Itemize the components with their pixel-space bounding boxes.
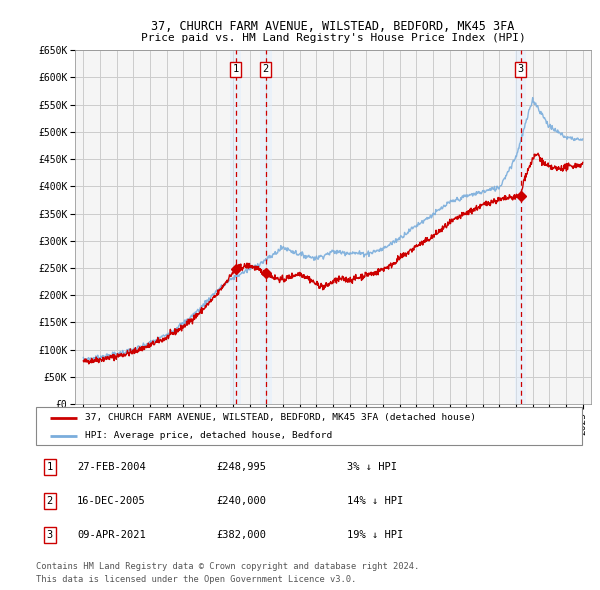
Text: 3: 3	[517, 64, 524, 74]
Text: 3% ↓ HPI: 3% ↓ HPI	[347, 462, 397, 472]
Bar	[515, 50, 526, 404]
Text: 19% ↓ HPI: 19% ↓ HPI	[347, 530, 403, 540]
Text: Contains HM Land Registry data © Crown copyright and database right 2024.: Contains HM Land Registry data © Crown c…	[36, 562, 419, 571]
Text: HPI: Average price, detached house, Bedford: HPI: Average price, detached house, Bedf…	[85, 431, 332, 440]
Text: 3: 3	[47, 530, 53, 540]
Text: Price paid vs. HM Land Registry's House Price Index (HPI): Price paid vs. HM Land Registry's House …	[140, 34, 526, 43]
Text: 1: 1	[47, 462, 53, 472]
Text: 16-DEC-2005: 16-DEC-2005	[77, 496, 146, 506]
Text: £240,000: £240,000	[216, 496, 266, 506]
Text: 37, CHURCH FARM AVENUE, WILSTEAD, BEDFORD, MK45 3FA: 37, CHURCH FARM AVENUE, WILSTEAD, BEDFOR…	[151, 20, 515, 33]
FancyBboxPatch shape	[36, 407, 582, 445]
Text: 14% ↓ HPI: 14% ↓ HPI	[347, 496, 403, 506]
Text: 2: 2	[263, 64, 269, 74]
Text: 1: 1	[233, 64, 239, 74]
Text: £382,000: £382,000	[216, 530, 266, 540]
Text: 09-APR-2021: 09-APR-2021	[77, 530, 146, 540]
Text: This data is licensed under the Open Government Licence v3.0.: This data is licensed under the Open Gov…	[36, 575, 356, 584]
Bar	[230, 50, 241, 404]
Text: £248,995: £248,995	[216, 462, 266, 472]
Text: 27-FEB-2004: 27-FEB-2004	[77, 462, 146, 472]
Text: 37, CHURCH FARM AVENUE, WILSTEAD, BEDFORD, MK45 3FA (detached house): 37, CHURCH FARM AVENUE, WILSTEAD, BEDFOR…	[85, 414, 476, 422]
Bar	[260, 50, 272, 404]
Text: 2: 2	[47, 496, 53, 506]
